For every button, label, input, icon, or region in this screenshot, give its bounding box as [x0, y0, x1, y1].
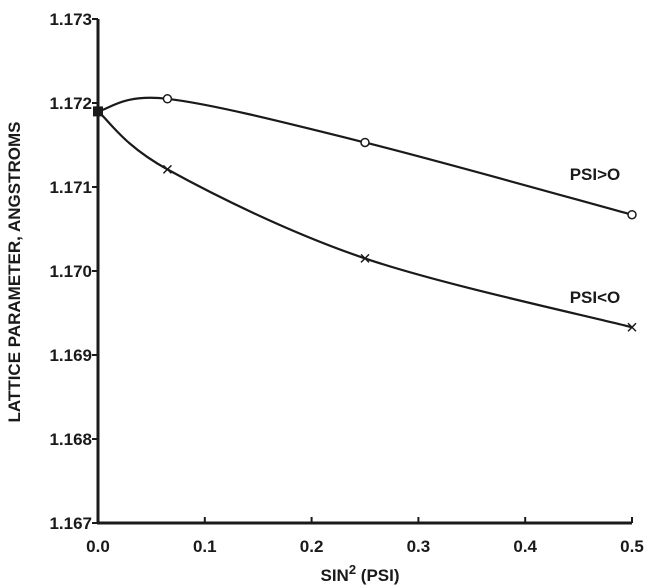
x-tick-label: 0.4 [513, 537, 537, 556]
data-point-x [360, 253, 370, 263]
series-label-1: PSI>O [570, 165, 621, 184]
series-line-1 [97, 96, 633, 216]
series-labels: PSI>O PSI<O [570, 165, 621, 307]
x-axis-title: SIN2 (PSI) [320, 562, 399, 585]
x-tick-label: 0.2 [300, 537, 324, 556]
series-label-2: PSI<O [570, 288, 621, 307]
y-tick-label: 1.170 [49, 262, 92, 281]
y-tick-label: 1.167 [49, 514, 92, 533]
y-tick-label: 1.171 [49, 178, 92, 197]
origin-point-square [93, 106, 103, 117]
data-point-circle [162, 94, 173, 104]
series-line-2 [97, 110, 633, 329]
y-tick-label: 1.172 [49, 94, 92, 113]
x-tick-label: 0.0 [86, 537, 110, 556]
x-tick-label: 0.5 [620, 537, 644, 556]
x-tick-labels: 0.0 0.1 0.2 0.3 0.4 0.5 [86, 537, 644, 556]
series-lines [97, 96, 633, 329]
y-tick-labels: 1.167 1.168 1.169 1.170 1.171 1.172 1.173 [49, 10, 92, 533]
x-tick-label: 0.3 [407, 537, 431, 556]
y-ticks [92, 18, 98, 524]
data-point-circle [360, 137, 370, 148]
y-tick-label: 1.173 [49, 10, 92, 29]
data-point-circle [627, 209, 637, 220]
y-axis-title: LATTICE PARAMETER, ANGSTROMS [5, 122, 24, 423]
series-markers [93, 94, 637, 332]
data-point-x [162, 164, 172, 174]
y-tick-label: 1.168 [49, 430, 92, 449]
y-tick-label: 1.169 [49, 346, 92, 365]
data-point-x [627, 322, 637, 332]
x-tick-label: 0.1 [193, 537, 217, 556]
